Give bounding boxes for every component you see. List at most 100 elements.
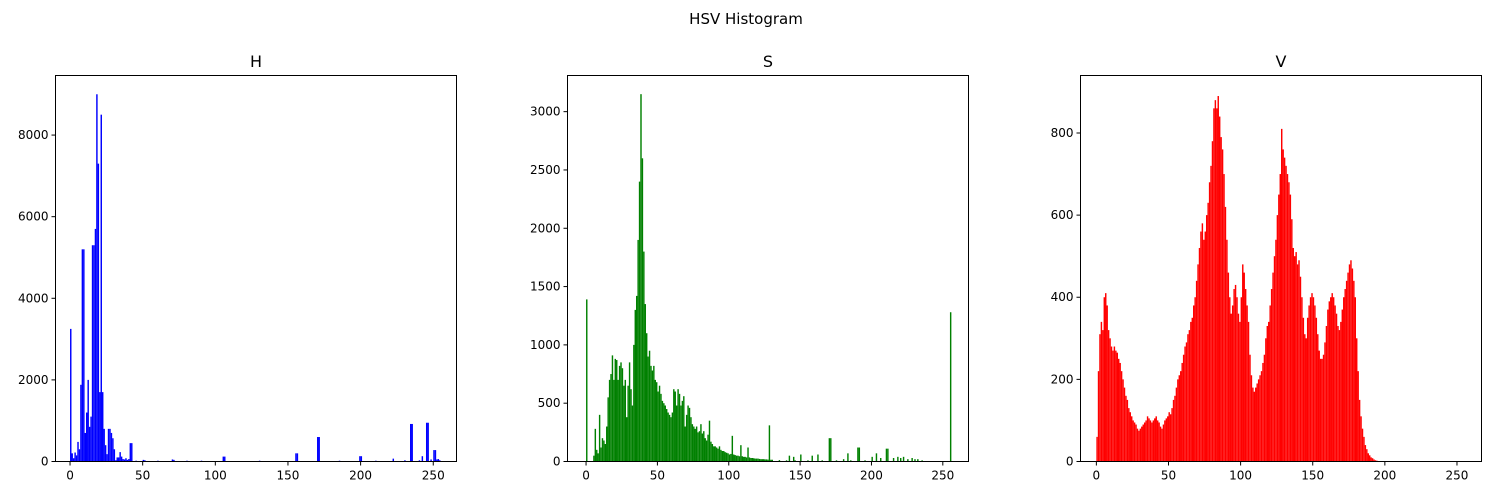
x-tick-label: 0 — [582, 469, 590, 483]
histogram-bar — [754, 458, 756, 462]
panel-h: H 0 50 100 150 200 250 0 2000 4000 6000 8000 — [18, 52, 457, 483]
histogram-bar — [847, 453, 849, 462]
y-tick-label: 4000 — [18, 291, 49, 305]
bars-group — [1096, 96, 1378, 462]
histogram-bar — [70, 328, 72, 462]
histogram-bar — [1374, 460, 1377, 462]
histogram-bar — [1266, 325, 1269, 462]
histogram-bar — [665, 409, 668, 462]
y-tick-label: 600 — [1051, 208, 1074, 222]
axes-frame — [55, 75, 457, 462]
histogram-bar — [84, 432, 87, 462]
histogram-bar — [624, 379, 627, 462]
histogram-bar — [295, 453, 297, 462]
histogram-bar — [1142, 424, 1144, 462]
histogram-bar — [648, 350, 651, 462]
histogram-bar — [610, 374, 612, 462]
histogram-bar — [1164, 420, 1166, 462]
histogram-bar — [434, 450, 437, 462]
histogram-bar — [1129, 412, 1131, 462]
histogram-bar — [171, 459, 174, 462]
histogram-bar — [1296, 264, 1299, 462]
histogram-bar — [1348, 264, 1351, 462]
histogram-bar — [1263, 354, 1266, 462]
histogram-bar — [1293, 256, 1296, 462]
histogram-bar — [1360, 416, 1362, 462]
histogram-bar — [90, 416, 92, 462]
x-tick-label: 100 — [1229, 469, 1252, 483]
histogram-bar — [748, 457, 751, 462]
histogram-bar — [1201, 223, 1204, 462]
histogram-bar — [613, 379, 615, 462]
histogram-bar — [1169, 414, 1172, 462]
histogram-bar — [623, 385, 625, 462]
histogram-bar — [1302, 317, 1305, 462]
histogram-bar — [830, 438, 832, 462]
histogram-bar — [704, 438, 706, 462]
y-tick-label: 2000 — [18, 373, 49, 387]
histogram-bar — [1207, 202, 1209, 462]
histogram-bar — [1143, 422, 1146, 462]
histogram-bar — [1184, 346, 1186, 462]
histogram-bar — [224, 456, 226, 462]
histogram-bar — [758, 458, 761, 462]
histogram-bar — [1132, 420, 1134, 462]
x-tick-label: 150 — [789, 469, 812, 483]
histogram-bar — [734, 455, 736, 462]
histogram-bar — [1330, 297, 1332, 462]
histogram-bar — [173, 459, 175, 462]
histogram-bar — [1354, 297, 1356, 462]
bars-group — [70, 94, 441, 462]
histogram-bar — [115, 460, 117, 462]
histogram-bar — [1197, 264, 1199, 462]
x-tick-label: 50 — [135, 469, 150, 483]
histogram-bar — [1278, 194, 1280, 462]
histogram-bar — [723, 451, 725, 462]
histogram-bar — [674, 391, 676, 462]
histogram-bar — [1188, 330, 1191, 462]
histogram-bar — [1289, 194, 1292, 462]
histogram-bar — [1257, 379, 1260, 462]
histogram-bar — [721, 451, 724, 462]
histogram-bar — [1185, 342, 1188, 462]
x-tick-label: 200 — [860, 469, 883, 483]
histogram-bar — [1317, 334, 1319, 462]
histogram-bar — [1259, 375, 1261, 462]
histogram-bar — [821, 460, 823, 462]
panel-v: V 0 50 100 150 200 250 0 200 400 600 800 — [1051, 52, 1482, 483]
histogram-bar — [688, 407, 691, 462]
histogram-bar — [630, 389, 632, 462]
histogram-bar — [850, 460, 852, 462]
histogram-bar — [1356, 338, 1358, 462]
histogram-bar — [436, 459, 438, 462]
panel-title: S — [763, 52, 773, 71]
histogram-bar — [698, 431, 701, 462]
histogram-bar — [751, 458, 754, 462]
histogram-bar — [1126, 399, 1129, 462]
histogram-bar — [1291, 219, 1293, 462]
histogram-bar — [1193, 305, 1195, 462]
histogram-bar — [1122, 379, 1124, 462]
histogram-bar — [765, 459, 768, 462]
histogram-bar — [421, 456, 424, 462]
histogram-bar — [654, 379, 656, 462]
histogram-bar — [94, 228, 97, 462]
bars-group — [586, 94, 952, 462]
histogram-bar — [668, 414, 671, 462]
histogram-bar — [1139, 428, 1142, 462]
histogram-bar — [1246, 305, 1248, 462]
histogram-bar — [627, 385, 629, 462]
histogram-bar — [770, 459, 772, 462]
histogram-bar — [77, 441, 79, 462]
histogram-bar — [1175, 387, 1178, 462]
histogram-bar — [1113, 346, 1116, 462]
histogram-bar — [914, 459, 916, 462]
histogram-bar — [611, 355, 614, 462]
histogram-bar — [693, 426, 695, 462]
histogram-bar — [1269, 305, 1271, 462]
histogram-bar — [1154, 418, 1156, 462]
histogram-bar — [887, 448, 889, 462]
x-tick-label: 200 — [349, 469, 372, 483]
histogram-bar — [1260, 371, 1263, 462]
histogram-bar — [697, 432, 699, 462]
